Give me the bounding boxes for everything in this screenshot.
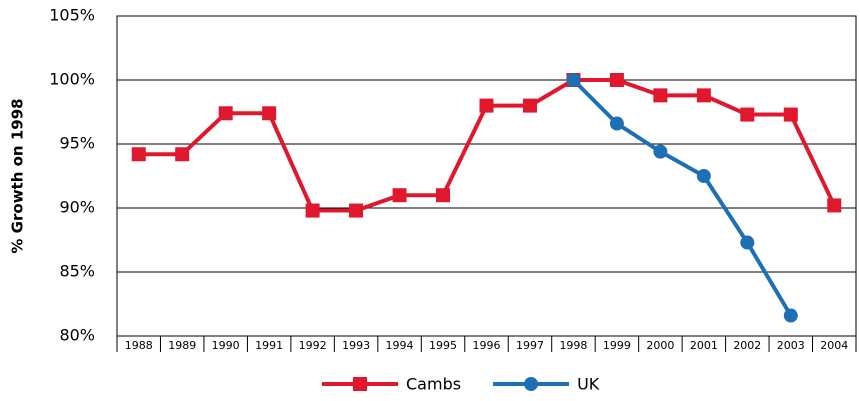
point xyxy=(218,106,233,121)
x-tick-label: 1998 xyxy=(559,339,587,352)
point xyxy=(783,308,798,323)
x-tick-label: 1990 xyxy=(212,339,240,352)
legend-marker xyxy=(524,377,539,391)
y-tick-label: 95% xyxy=(59,134,95,153)
y-tick-label: 105% xyxy=(49,6,95,25)
point xyxy=(479,98,494,113)
point xyxy=(740,107,755,122)
x-tick-label: 1989 xyxy=(168,339,196,352)
point xyxy=(696,169,711,183)
point xyxy=(609,73,624,87)
point xyxy=(522,98,537,113)
point xyxy=(696,88,711,103)
point xyxy=(653,88,668,103)
x-tick-label: 1992 xyxy=(299,339,327,352)
point xyxy=(783,107,798,122)
x-tick-label: 2004 xyxy=(820,339,848,352)
y-tick-label: 85% xyxy=(59,262,95,281)
legend-label: Cambs xyxy=(406,375,461,394)
plot-frame xyxy=(116,15,857,337)
point xyxy=(609,116,624,131)
point xyxy=(436,188,451,203)
x-tick-label: 1995 xyxy=(429,339,457,352)
x-tick-label: 1988 xyxy=(125,339,153,352)
point xyxy=(175,147,190,162)
point xyxy=(740,235,755,250)
point xyxy=(262,106,277,121)
point xyxy=(349,203,364,218)
x-tick-label: 1993 xyxy=(342,339,370,352)
x-tick-label: 1991 xyxy=(255,339,283,352)
x-tick-label: 2002 xyxy=(733,339,761,352)
legend-label: UK xyxy=(577,375,600,394)
y-axis-label: % Growth on 1998 xyxy=(9,98,27,253)
x-tick-label: 1994 xyxy=(386,339,414,352)
point xyxy=(566,73,581,87)
y-tick-label: 100% xyxy=(49,70,95,89)
point xyxy=(305,203,320,218)
x-tick-label: 1996 xyxy=(473,339,501,352)
point xyxy=(653,144,668,159)
x-tick-label: 1997 xyxy=(516,339,544,352)
series-line xyxy=(572,78,793,317)
x-tick-label: 2003 xyxy=(777,339,805,352)
legend-marker xyxy=(353,377,367,391)
point xyxy=(392,188,407,203)
y-tick-label: 90% xyxy=(59,198,95,217)
x-tick-label: 1999 xyxy=(603,339,631,352)
point xyxy=(827,198,842,213)
point xyxy=(131,147,146,162)
x-tick-label: 2000 xyxy=(646,339,674,352)
y-tick-label: 80% xyxy=(59,326,95,345)
x-tick-label: 2001 xyxy=(690,339,718,352)
